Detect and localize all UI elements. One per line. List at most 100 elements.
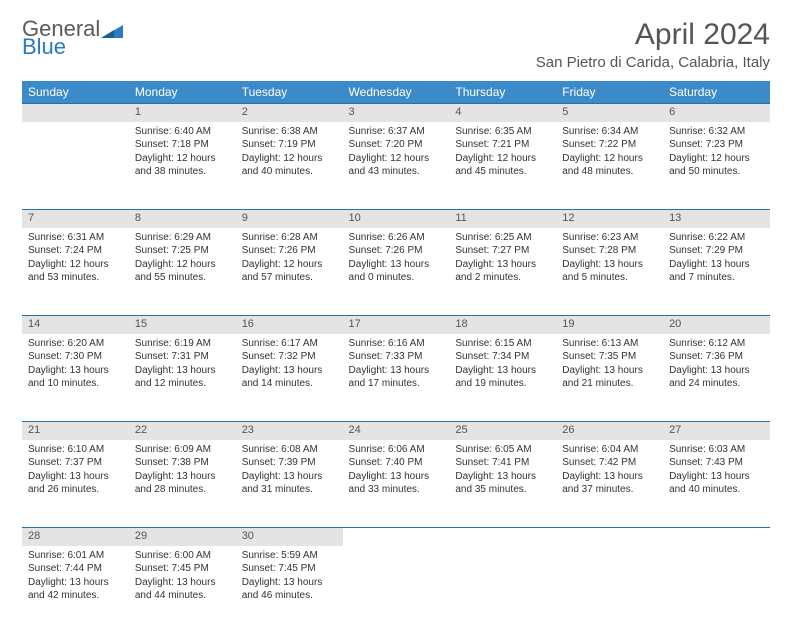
daylight-text-2: and 2 minutes. <box>455 271 550 285</box>
sunset-text: Sunset: 7:24 PM <box>28 244 123 258</box>
day-content-cell: Sunrise: 6:15 AMSunset: 7:34 PMDaylight:… <box>449 334 556 422</box>
day-number-cell: 30 <box>236 528 343 546</box>
day-number: 29 <box>135 530 147 542</box>
sunrise-text: Sunrise: 6:17 AM <box>242 337 337 351</box>
content-row: Sunrise: 6:10 AMSunset: 7:37 PM Daylight:… <box>22 440 770 528</box>
daylight-text-2: and 43 minutes. <box>349 165 444 179</box>
day-content-cell <box>663 546 770 634</box>
daylight-text-2: and 38 minutes. <box>135 165 230 179</box>
sunrise-text: Sunrise: 6:03 AM <box>669 443 764 457</box>
sunrise-text: Sunrise: 6:09 AM <box>135 443 230 457</box>
daylight-text-1: Daylight: 13 hours <box>669 470 764 484</box>
day-number: 14 <box>28 318 40 330</box>
day-number-cell: 18 <box>449 316 556 334</box>
day-number: 6 <box>669 106 675 118</box>
daylight-text-1: Daylight: 12 hours <box>562 152 657 166</box>
day-number: 17 <box>349 318 361 330</box>
day-number: 18 <box>455 318 467 330</box>
weekday-header: Thursday <box>449 81 556 104</box>
day-number-cell: 10 <box>343 210 450 228</box>
header: GeneralBlue April 2024 San Pietro di Car… <box>22 18 770 71</box>
weekday-header: Tuesday <box>236 81 343 104</box>
day-number-cell: 17 <box>343 316 450 334</box>
sunset-text: Sunset: 7:29 PM <box>669 244 764 258</box>
day-content-cell: Sunrise: 6:06 AMSunset: 7:40 PMDaylight:… <box>343 440 450 528</box>
sunset-text: Sunset: 7:36 PM <box>669 350 764 364</box>
day-number: 12 <box>562 212 574 224</box>
logo: GeneralBlue <box>22 18 123 58</box>
sunrise-text: Sunrise: 6:31 AM <box>28 231 123 245</box>
sunset-text: Sunset: 7:32 PM <box>242 350 337 364</box>
sunrise-text: Sunrise: 6:26 AM <box>349 231 444 245</box>
content-row: Sunrise: 6:40 AMSunset: 7:18 PMDaylight:… <box>22 122 770 210</box>
day-content-cell: Sunrise: 6:09 AMSunset: 7:38 PMDaylight:… <box>129 440 236 528</box>
day-content-cell: Sunrise: 6:03 AMSunset: 7:43 PMDaylight:… <box>663 440 770 528</box>
day-number-cell: 3 <box>343 104 450 122</box>
day-number-cell: 11 <box>449 210 556 228</box>
content-row: Sunrise: 6:20 AMSunset: 7:30 PMDaylight:… <box>22 334 770 422</box>
daylight-text-2: and 57 minutes. <box>242 271 337 285</box>
sunrise-text: Sunrise: 6:13 AM <box>562 337 657 351</box>
day-number: 15 <box>135 318 147 330</box>
sunset-text: Sunset: 7:41 PM <box>455 456 550 470</box>
daylight-text-2: and 40 minutes. <box>669 483 764 497</box>
weekday-header: Friday <box>556 81 663 104</box>
day-content-cell: Sunrise: 6:35 AMSunset: 7:21 PMDaylight:… <box>449 122 556 210</box>
day-content-cell: Sunrise: 6:01 AMSunset: 7:44 PMDaylight:… <box>22 546 129 634</box>
day-content-cell: Sunrise: 6:19 AMSunset: 7:31 PMDaylight:… <box>129 334 236 422</box>
daylight-text-1: Daylight: 13 hours <box>242 364 337 378</box>
day-content-cell <box>343 546 450 634</box>
sunset-text: Sunset: 7:22 PM <box>562 138 657 152</box>
day-content-cell: Sunrise: 6:12 AMSunset: 7:36 PMDaylight:… <box>663 334 770 422</box>
day-number: 1 <box>135 106 141 118</box>
daylight-text-1: Daylight: 12 hours <box>242 152 337 166</box>
day-content-cell: Sunrise: 6:00 AMSunset: 7:45 PMDaylight:… <box>129 546 236 634</box>
calendar-table: Sunday Monday Tuesday Wednesday Thursday… <box>22 81 770 634</box>
day-number: 24 <box>349 424 361 436</box>
daylight-text-1: Daylight: 13 hours <box>135 470 230 484</box>
day-content-cell: Sunrise: 6:23 AMSunset: 7:28 PMDaylight:… <box>556 228 663 316</box>
sunrise-text: Sunrise: 6:34 AM <box>562 125 657 139</box>
day-number-cell: 14 <box>22 316 129 334</box>
day-number-cell: 7 <box>22 210 129 228</box>
day-number-cell: 26 <box>556 422 663 440</box>
daylight-text-2: and 17 minutes. <box>349 377 444 391</box>
daylight-text-1: Daylight: 13 hours <box>669 258 764 272</box>
day-number-cell: 25 <box>449 422 556 440</box>
day-number: 10 <box>349 212 361 224</box>
day-number-cell <box>22 104 129 122</box>
daylight-text-2: and 40 minutes. <box>242 165 337 179</box>
sunrise-text: Sunrise: 6:05 AM <box>455 443 550 457</box>
sunset-text: Sunset: 7:26 PM <box>349 244 444 258</box>
day-content-cell: Sunrise: 6:13 AMSunset: 7:35 PMDaylight:… <box>556 334 663 422</box>
day-number-cell: 20 <box>663 316 770 334</box>
sunrise-text: Sunrise: 6:28 AM <box>242 231 337 245</box>
day-content-cell: Sunrise: 6:40 AMSunset: 7:18 PMDaylight:… <box>129 122 236 210</box>
daynum-row: 28 29 30 <box>22 528 770 546</box>
day-number-cell: 29 <box>129 528 236 546</box>
title-block: April 2024 San Pietro di Carida, Calabri… <box>536 18 770 71</box>
daylight-text-2: and 14 minutes. <box>242 377 337 391</box>
sunrise-text: Sunrise: 6:10 AM <box>28 443 123 457</box>
sunrise-text: Sunrise: 5:59 AM <box>242 549 337 563</box>
day-content-cell: Sunrise: 6:38 AMSunset: 7:19 PMDaylight:… <box>236 122 343 210</box>
day-number-cell: 1 <box>129 104 236 122</box>
sunset-text: Sunset: 7:37 PM <box>28 456 123 470</box>
day-number: 5 <box>562 106 568 118</box>
day-number-cell <box>556 528 663 546</box>
day-number-cell: 24 <box>343 422 450 440</box>
day-content-cell: Sunrise: 5:59 AMSunset: 7:45 PMDaylight:… <box>236 546 343 634</box>
daylight-text-1: Daylight: 13 hours <box>455 470 550 484</box>
sunset-text: Sunset: 7:40 PM <box>349 456 444 470</box>
day-content-cell: Sunrise: 6:04 AMSunset: 7:42 PMDaylight:… <box>556 440 663 528</box>
sunrise-text: Sunrise: 6:37 AM <box>349 125 444 139</box>
day-number-cell <box>663 528 770 546</box>
daylight-text-1: Daylight: 12 hours <box>135 258 230 272</box>
day-number-cell: 28 <box>22 528 129 546</box>
day-content-cell <box>22 122 129 210</box>
daynum-row: 78910111213 <box>22 210 770 228</box>
day-number-cell: 12 <box>556 210 663 228</box>
daylight-text-2: and 0 minutes. <box>349 271 444 285</box>
sunrise-text: Sunrise: 6:23 AM <box>562 231 657 245</box>
sunset-text: Sunset: 7:35 PM <box>562 350 657 364</box>
